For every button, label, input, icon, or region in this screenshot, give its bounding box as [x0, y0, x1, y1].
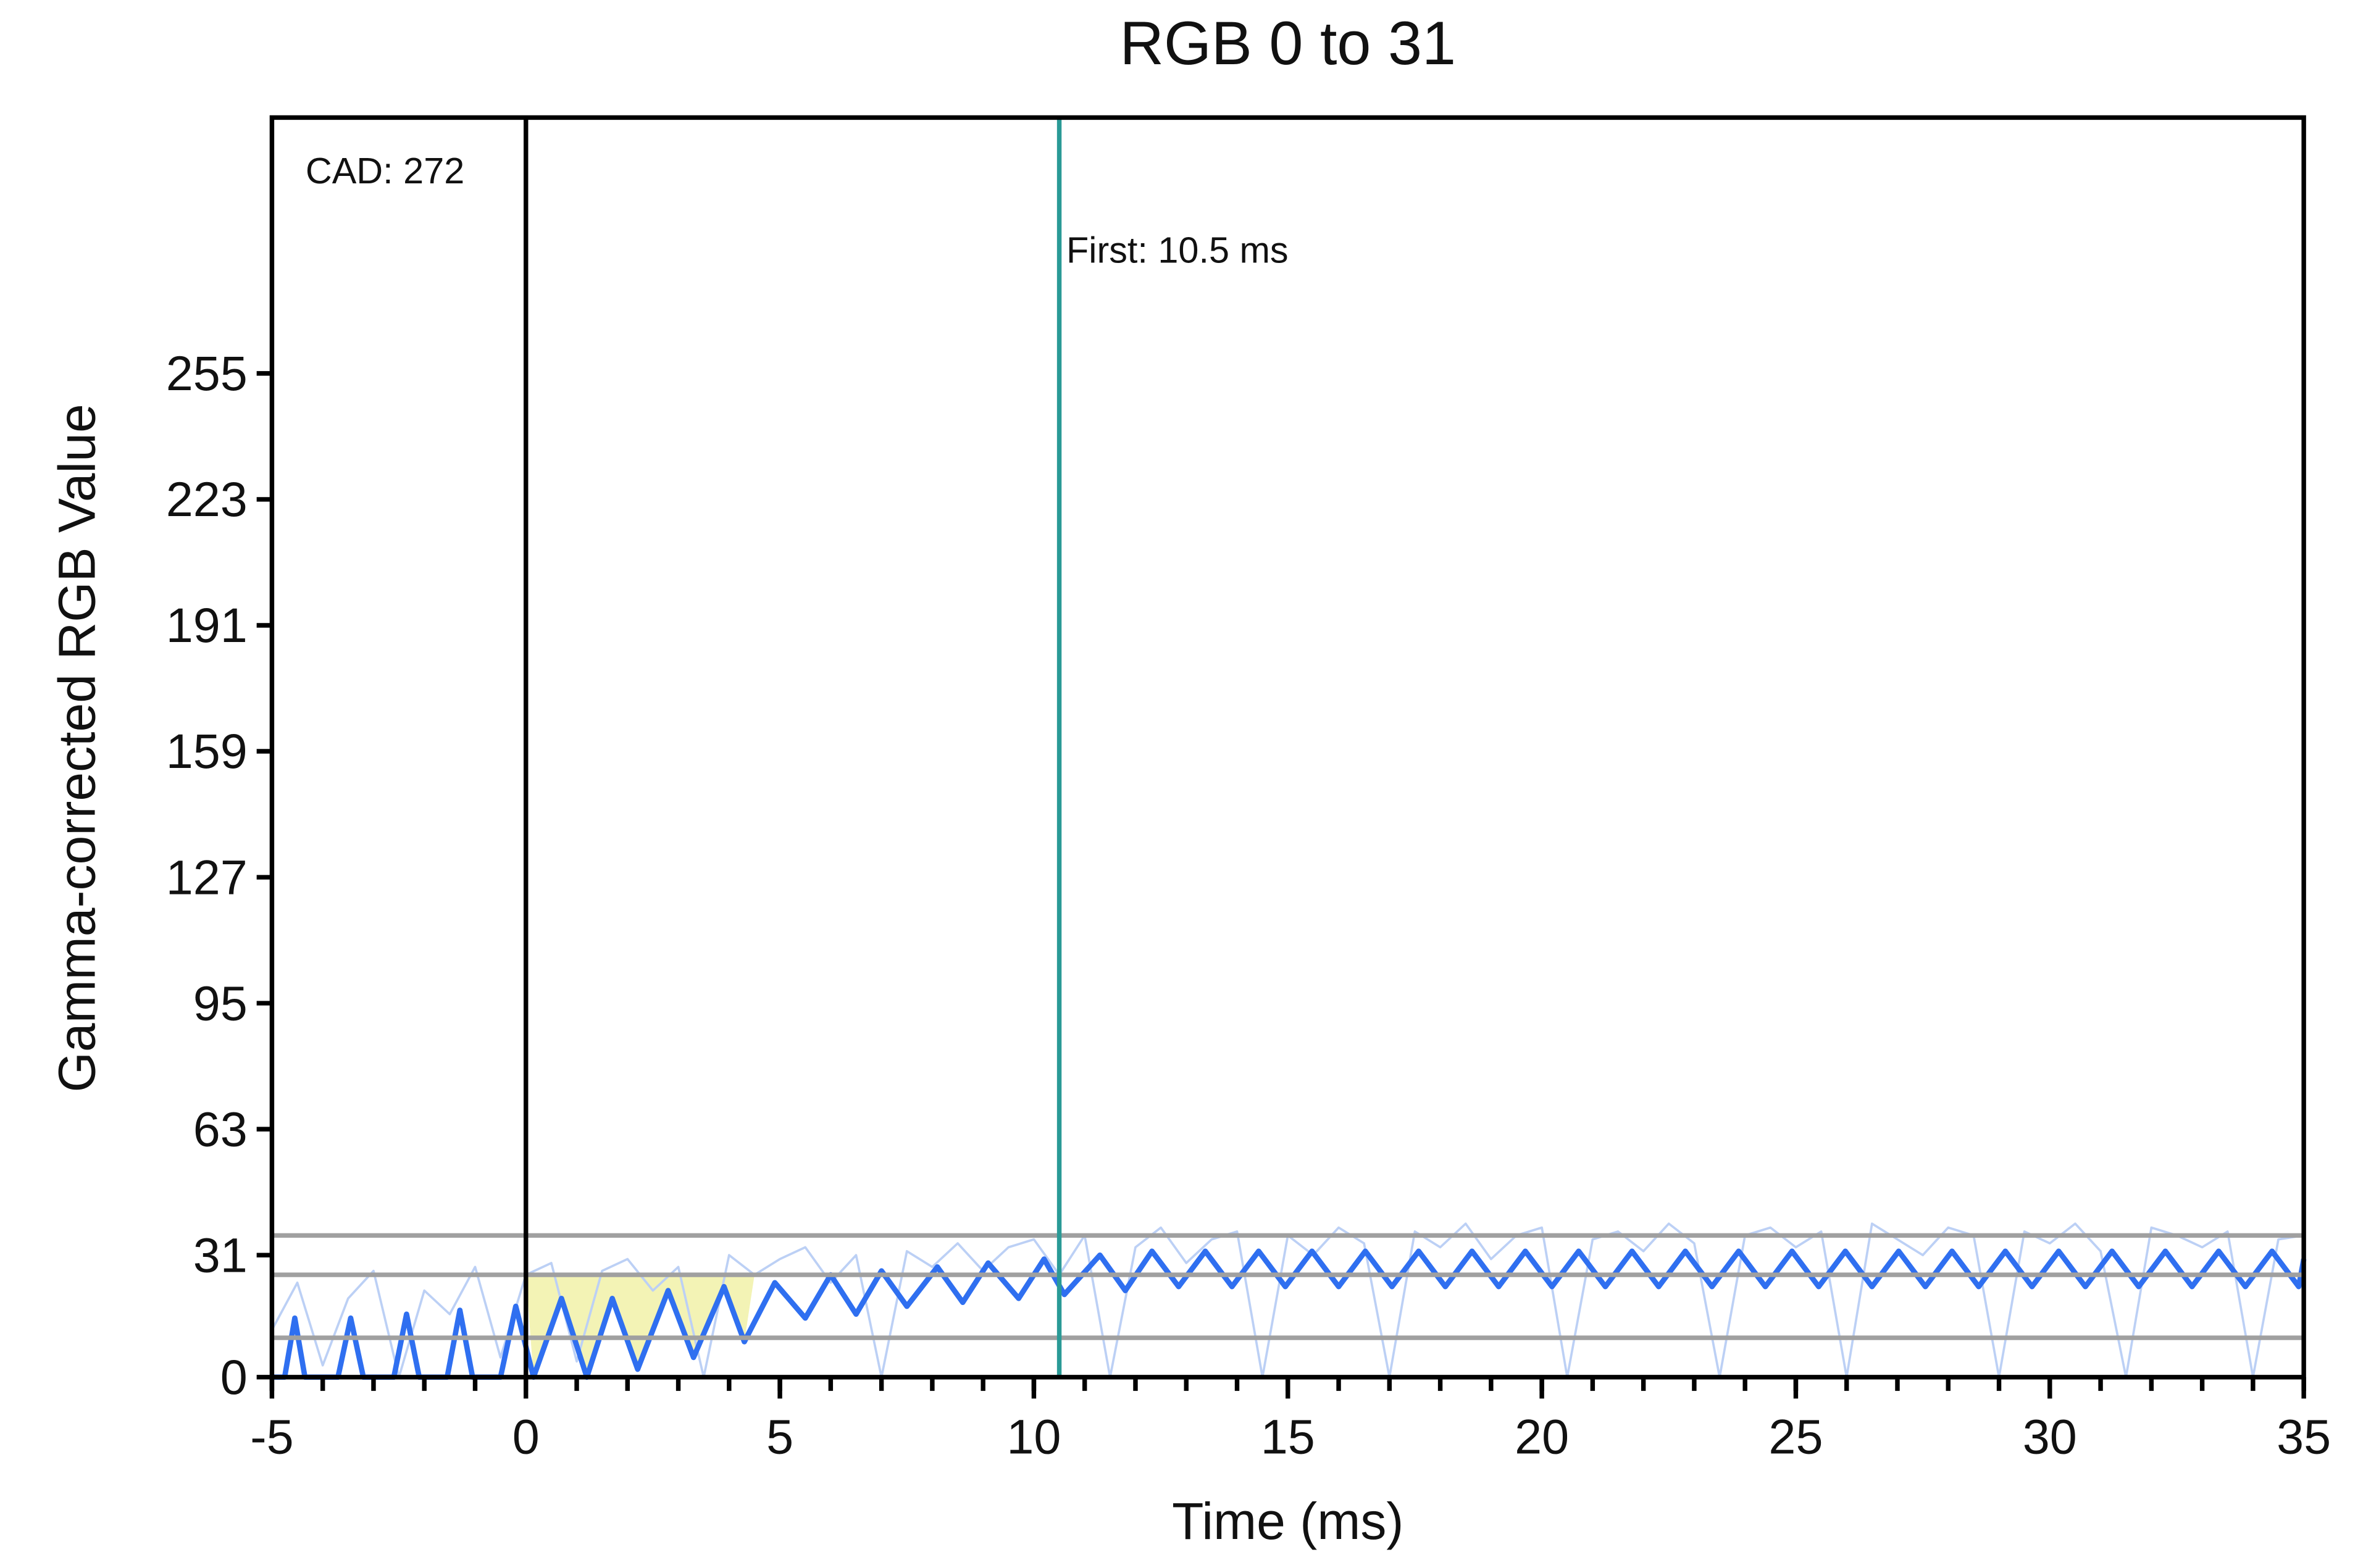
x-tick-label: 20: [1515, 1409, 1569, 1464]
y-tick-label: 255: [166, 346, 248, 401]
y-tick-label: 191: [166, 598, 248, 653]
smoothed-line: [272, 1248, 2307, 1380]
annotation: CAD: 272: [306, 150, 464, 191]
chart-title: RGB 0 to 31: [1119, 9, 1456, 77]
x-tick-label: -5: [250, 1409, 293, 1464]
x-tick-label: 35: [2277, 1409, 2331, 1464]
x-tick-label: 10: [1006, 1409, 1061, 1464]
x-tick-label: 25: [1768, 1409, 1823, 1464]
x-axis-label: Time (ms): [1172, 1492, 1403, 1550]
y-axis-label: Gamma-corrected RGB Value: [48, 404, 106, 1092]
y-tick-label: 223: [166, 472, 248, 527]
shaded-region: [525, 1275, 755, 1377]
x-tick-label: 15: [1261, 1409, 1315, 1464]
y-tick-label: 63: [193, 1101, 248, 1156]
y-tick-label: 159: [166, 724, 248, 778]
x-tick-label: 0: [512, 1409, 540, 1464]
y-tick-label: 127: [166, 849, 248, 904]
y-tick-label: 95: [193, 975, 248, 1030]
annotation: First: 10.5 ms: [1066, 229, 1289, 270]
y-tick-label: 31: [193, 1227, 248, 1282]
x-tick-label: 30: [2023, 1409, 2077, 1464]
x-tick-label: 5: [766, 1409, 793, 1464]
plot-frame: [269, 115, 2306, 1380]
y-tick-label: 0: [220, 1349, 248, 1404]
